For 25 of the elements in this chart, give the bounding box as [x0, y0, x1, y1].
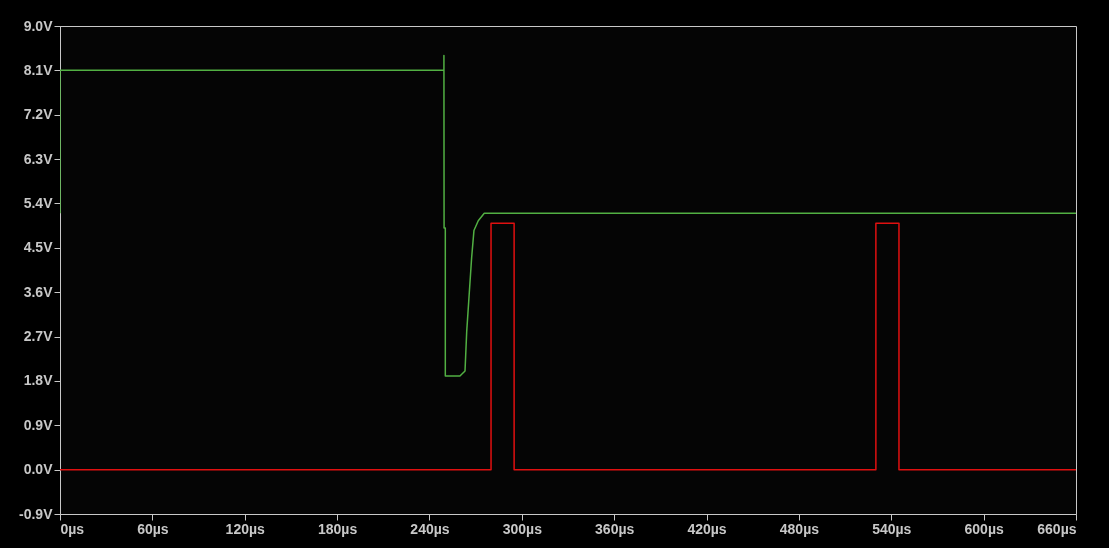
y-tick-label: -0.9V	[19, 505, 54, 522]
x-tick-label: 180µs	[317, 520, 358, 537]
y-tick-label: 8.1V	[23, 61, 54, 78]
x-tick-label: 480µs	[779, 520, 820, 537]
x-tick-label: 120µs	[225, 520, 266, 537]
x-tick-label: 300µs	[502, 520, 543, 537]
x-tick-label: 420µs	[687, 520, 727, 537]
x-tick-label: 600µs	[964, 520, 1004, 537]
x-tick-label: 0µs	[60, 520, 85, 537]
y-tick-label: 3.6V	[23, 283, 54, 300]
x-tick-label: 540µs	[872, 520, 912, 537]
y-tick-label: 4.5V	[23, 239, 54, 256]
y-tick-label: 7.2V	[23, 106, 54, 123]
y-tick-label: 6.3V	[23, 150, 54, 167]
x-tick-label: 60µs	[137, 520, 169, 537]
y-tick-label: 0.9V	[23, 416, 54, 433]
y-tick-label: 9.0V	[23, 17, 54, 34]
x-tick-label: 240µs	[410, 520, 450, 537]
y-tick-label: 2.7V	[23, 328, 54, 345]
y-tick-label: 5.4V	[23, 194, 54, 211]
y-tick-label: 1.8V	[23, 372, 54, 389]
y-tick-label: 0.0V	[23, 461, 54, 478]
x-tick-label: 360µs	[595, 520, 635, 537]
line-series	[60, 54, 1076, 377]
x-tick-label: 660µs	[1037, 520, 1077, 537]
